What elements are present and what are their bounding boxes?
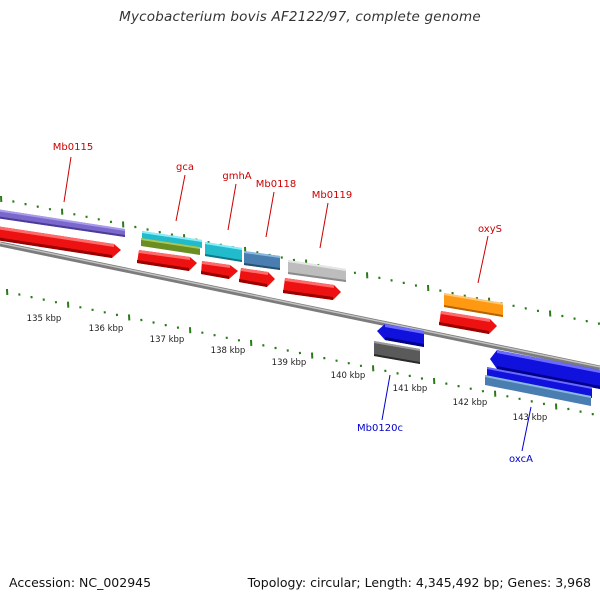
cds-arrow-oxyS[interactable] xyxy=(439,311,497,334)
gene-label-Mb0119[interactable]: Mb0119 xyxy=(312,190,352,201)
ruler-label: 139 kbp xyxy=(272,358,307,368)
leader-line-Mb0119 xyxy=(319,202,329,249)
gene-bar-Mb0120c[interactable] xyxy=(374,341,420,364)
gene-bar-Mb0115[interactable] xyxy=(0,209,125,237)
cds-arrow-oxcA[interactable] xyxy=(490,350,600,389)
label-leader-lines xyxy=(63,156,532,452)
gene-bar-Mb0119[interactable] xyxy=(288,260,346,282)
ruler-label: 143 kbp xyxy=(513,413,548,423)
gene-bar-gmhA[interactable] xyxy=(205,242,242,262)
leader-line-gmhA xyxy=(227,183,237,231)
topology-label: Topology: circular; Length: 4,345,492 bp… xyxy=(247,575,591,590)
gene-bar-gca[interactable] xyxy=(141,231,202,255)
genome-title: Mycobacterium bovis AF2122/97, complete … xyxy=(119,9,481,25)
cds-arrow-Mb0119[interactable] xyxy=(283,278,341,300)
gene-bar-oxcA-domain[interactable] xyxy=(485,375,591,406)
ruler-label: 141 kbp xyxy=(393,384,428,394)
leader-line-Mb0115 xyxy=(63,156,72,203)
cds-arrow-Mb0118[interactable] xyxy=(239,268,275,287)
leader-line-Mb0120c xyxy=(381,374,391,421)
ruler-label: 135 kbp xyxy=(27,314,62,324)
cds-arrow-Mb0115[interactable] xyxy=(0,226,121,258)
gene-label-Mb0120c[interactable]: Mb0120c xyxy=(357,423,403,434)
ruler-labels: 135 kbp 136 kbp 137 kbp 138 kbp 139 kbp … xyxy=(27,314,548,423)
leader-line-oxcA xyxy=(521,406,532,452)
gene-bar-oxyS[interactable] xyxy=(444,293,503,317)
accession-label: Accession: NC_002945 xyxy=(9,575,152,590)
leader-line-Mb0118 xyxy=(265,191,275,238)
ruler-label: 142 kbp xyxy=(453,398,488,408)
cds-arrow-gca[interactable] xyxy=(137,250,197,271)
cds-arrow-Mb0120c[interactable] xyxy=(377,324,424,347)
chromosome-backbone xyxy=(0,241,600,371)
leader-line-oxyS xyxy=(477,235,489,284)
ruler-label: 136 kbp xyxy=(89,324,124,334)
gene-label-gmhA[interactable]: gmhA xyxy=(222,171,251,182)
upper-tick-track xyxy=(0,195,600,325)
lower-tick-track xyxy=(6,288,594,416)
ruler-label: 137 kbp xyxy=(150,335,185,345)
gene-bar-Mb0118[interactable] xyxy=(244,251,280,270)
ruler-label: 140 kbp xyxy=(331,371,366,381)
gene-labels: Mb0115 gca gmhA Mb0118 Mb0119 oxyS Mb012… xyxy=(53,142,533,465)
gene-label-gca[interactable]: gca xyxy=(176,162,194,173)
leader-line-gca xyxy=(175,174,186,222)
gene-label-Mb0118[interactable]: Mb0118 xyxy=(256,179,296,190)
forward-gene-track xyxy=(0,209,503,334)
gene-bar-oxcA[interactable] xyxy=(487,367,592,398)
reverse-gene-track xyxy=(374,324,600,406)
ruler-label: 138 kbp xyxy=(211,346,246,356)
gene-label-Mb0115[interactable]: Mb0115 xyxy=(53,142,93,153)
gene-label-oxcA[interactable]: oxcA xyxy=(509,454,533,465)
gene-label-oxyS[interactable]: oxyS xyxy=(478,224,502,235)
cds-arrow-gmhA[interactable] xyxy=(201,261,238,279)
